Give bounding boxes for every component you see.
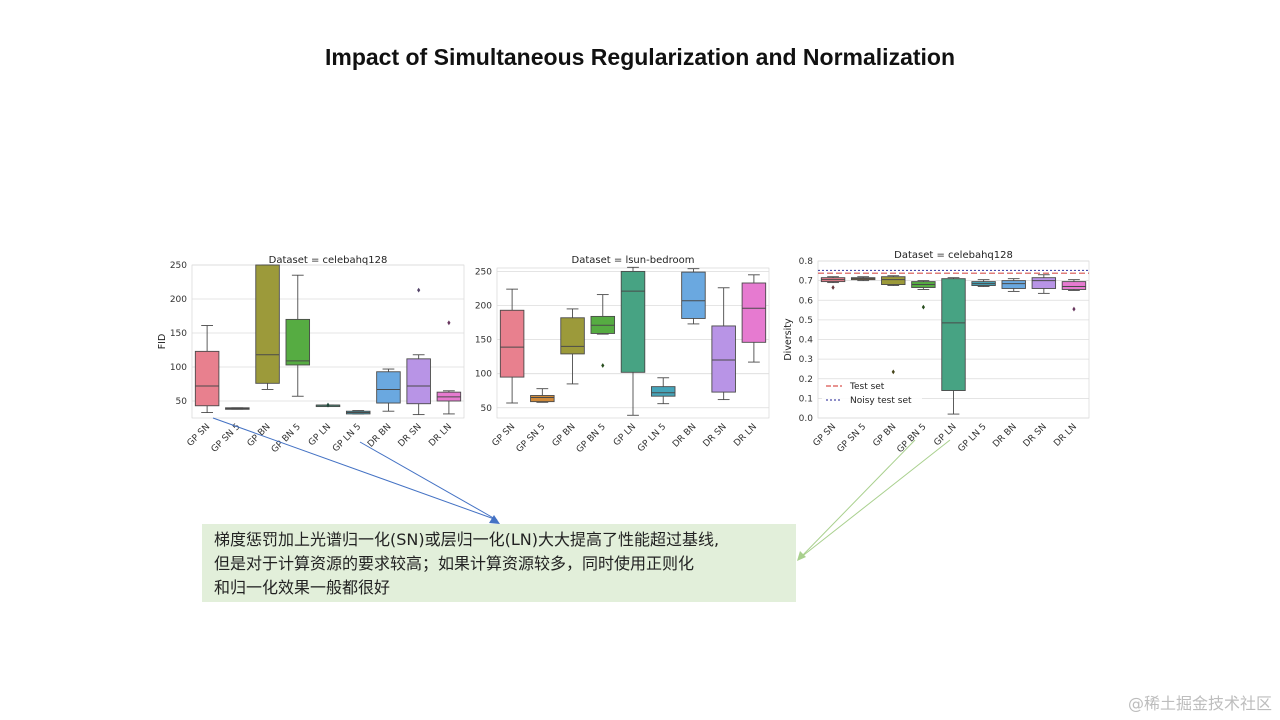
arrow-line-blue [212, 417, 498, 521]
x-tick-label: GP LN [932, 422, 958, 448]
box [1001, 280, 1026, 289]
x-tick-label: DR LN [427, 422, 454, 449]
x-tick-label: GP BN [246, 422, 273, 449]
annotation-line-2: 但是对于计算资源的要求较高；如果计算资源较多，同时使用正则化 [214, 554, 695, 573]
x-tick-label: GP BN [551, 422, 578, 449]
outlier-point [831, 285, 835, 290]
x-tick-label: GP BN [871, 422, 898, 449]
outlier-point [601, 363, 605, 368]
y-tick-label: 0.4 [799, 336, 814, 346]
box [255, 264, 280, 384]
outlier-point [326, 402, 330, 408]
outlier-point [891, 369, 895, 375]
arrowhead-blue [489, 515, 500, 524]
outlier-point [417, 287, 421, 293]
outlier-point [447, 320, 451, 326]
box [711, 325, 736, 393]
panel-title: Dataset = celebahq128 [269, 255, 388, 266]
y-tick-label: 250 [170, 261, 187, 271]
y-tick-label: 0.2 [799, 375, 813, 385]
x-tick-label: GP SN 5 [515, 422, 548, 455]
x-tick-label: GP SN [491, 422, 518, 449]
fid-lsun-bedroom-panel: 50 100 150 200 250 Dataset = lsun-bedroom GP S… [475, 255, 770, 455]
x-tick-label: DR LN [1052, 422, 1079, 449]
x-tick-label: GP SN [812, 422, 839, 449]
y-tick-label: 0.0 [799, 414, 814, 424]
y-tick-label: 0.5 [799, 316, 813, 326]
box [376, 371, 401, 404]
x-tick-label: GP LN 5 [331, 422, 363, 454]
box [650, 386, 676, 397]
slide-title: Impact of Simultaneous Regularization an… [324, 44, 956, 70]
arrow-line-green [799, 439, 951, 559]
annotation-line-1: 梯度惩罚加上光谱归一化(SN)或层归一化(LN)大大提高了性能超过基线, [214, 530, 720, 549]
x-tick-label: GP LN [307, 422, 333, 448]
x-tick-label: GP LN 5 [956, 422, 988, 454]
y-tick-label: 100 [475, 370, 492, 380]
annotation-arrows [212, 417, 951, 561]
y-tick-label: 50 [481, 404, 493, 414]
y-tick-label: 0.1 [799, 394, 813, 404]
x-tick-label: GP BN 5 [575, 422, 608, 455]
x-tick-label: GP LN 5 [636, 422, 668, 454]
arrowhead-green [797, 551, 806, 561]
panel-title: Dataset = celebahq128 [894, 250, 1013, 261]
x-tick-label: GP SN 5 [836, 422, 869, 455]
y-tick-label: 50 [176, 397, 188, 407]
box [560, 317, 585, 355]
x-tick-label: DR SN [397, 422, 424, 449]
box [881, 276, 906, 286]
x-tick-label: GP SN [186, 422, 213, 449]
x-tick-label: DR LN [732, 422, 759, 449]
legend-label: Test set [849, 382, 885, 392]
box [530, 395, 555, 403]
box [941, 278, 966, 391]
x-tick-label: DR SN [1022, 422, 1049, 449]
box [194, 350, 220, 407]
y-tick-label: 200 [170, 295, 187, 305]
x-tick-label: DR SN [702, 422, 729, 449]
box [499, 309, 525, 378]
outlier-point [921, 304, 925, 310]
arrow-line-green [799, 439, 916, 559]
fid-celebahq-panel: 50 100 150 200 250 Dataset = celebahq128 FID GP… [157, 255, 465, 455]
box [285, 318, 311, 366]
outlier-point [1072, 306, 1076, 312]
legend-box [822, 381, 922, 409]
arrow-line-blue [359, 441, 498, 521]
box [741, 282, 767, 343]
annotation-line-3: 和归一化效果一般都很好 [214, 578, 391, 597]
y-tick-label: 0.6 [799, 296, 814, 306]
y-axis-label: Diversity [783, 318, 794, 361]
y-axis-label: FID [157, 334, 168, 350]
box [620, 270, 646, 373]
y-tick-label: 0.8 [799, 257, 814, 267]
x-tick-label: DR BN [671, 422, 699, 450]
box [681, 271, 706, 319]
box [1061, 281, 1087, 290]
watermark: @稀土掘金技术社区 [1127, 694, 1272, 713]
x-tick-label: DR BN [991, 422, 1019, 450]
y-tick-label: 0.3 [799, 355, 813, 365]
y-tick-label: 150 [475, 336, 492, 346]
y-tick-label: 0.7 [799, 277, 813, 287]
x-tick-label: GP BN 5 [270, 422, 303, 455]
x-tick-label: DR BN [366, 422, 394, 450]
annotation-note: 梯度惩罚加上光谱归一化(SN)或层归一化(LN)大大提高了性能超过基线, 但是对… [202, 524, 796, 602]
y-tick-label: 150 [170, 329, 187, 339]
panel-title: Dataset = lsun-bedroom [572, 255, 695, 266]
x-tick-label: GP BN 5 [895, 422, 928, 455]
box [1031, 277, 1057, 289]
legend-label: Noisy test set [850, 396, 912, 406]
y-tick-label: 200 [475, 302, 492, 312]
x-tick-label: GP LN [612, 422, 638, 448]
y-tick-label: 100 [170, 363, 187, 373]
diversity-celebahq-panel: 0.0 0.1 0.2 0.3 0.4 0.5 0.6 0.7 0.8 Dataset = cel… [783, 250, 1090, 455]
box [406, 358, 431, 405]
y-tick-label: 250 [475, 267, 492, 277]
